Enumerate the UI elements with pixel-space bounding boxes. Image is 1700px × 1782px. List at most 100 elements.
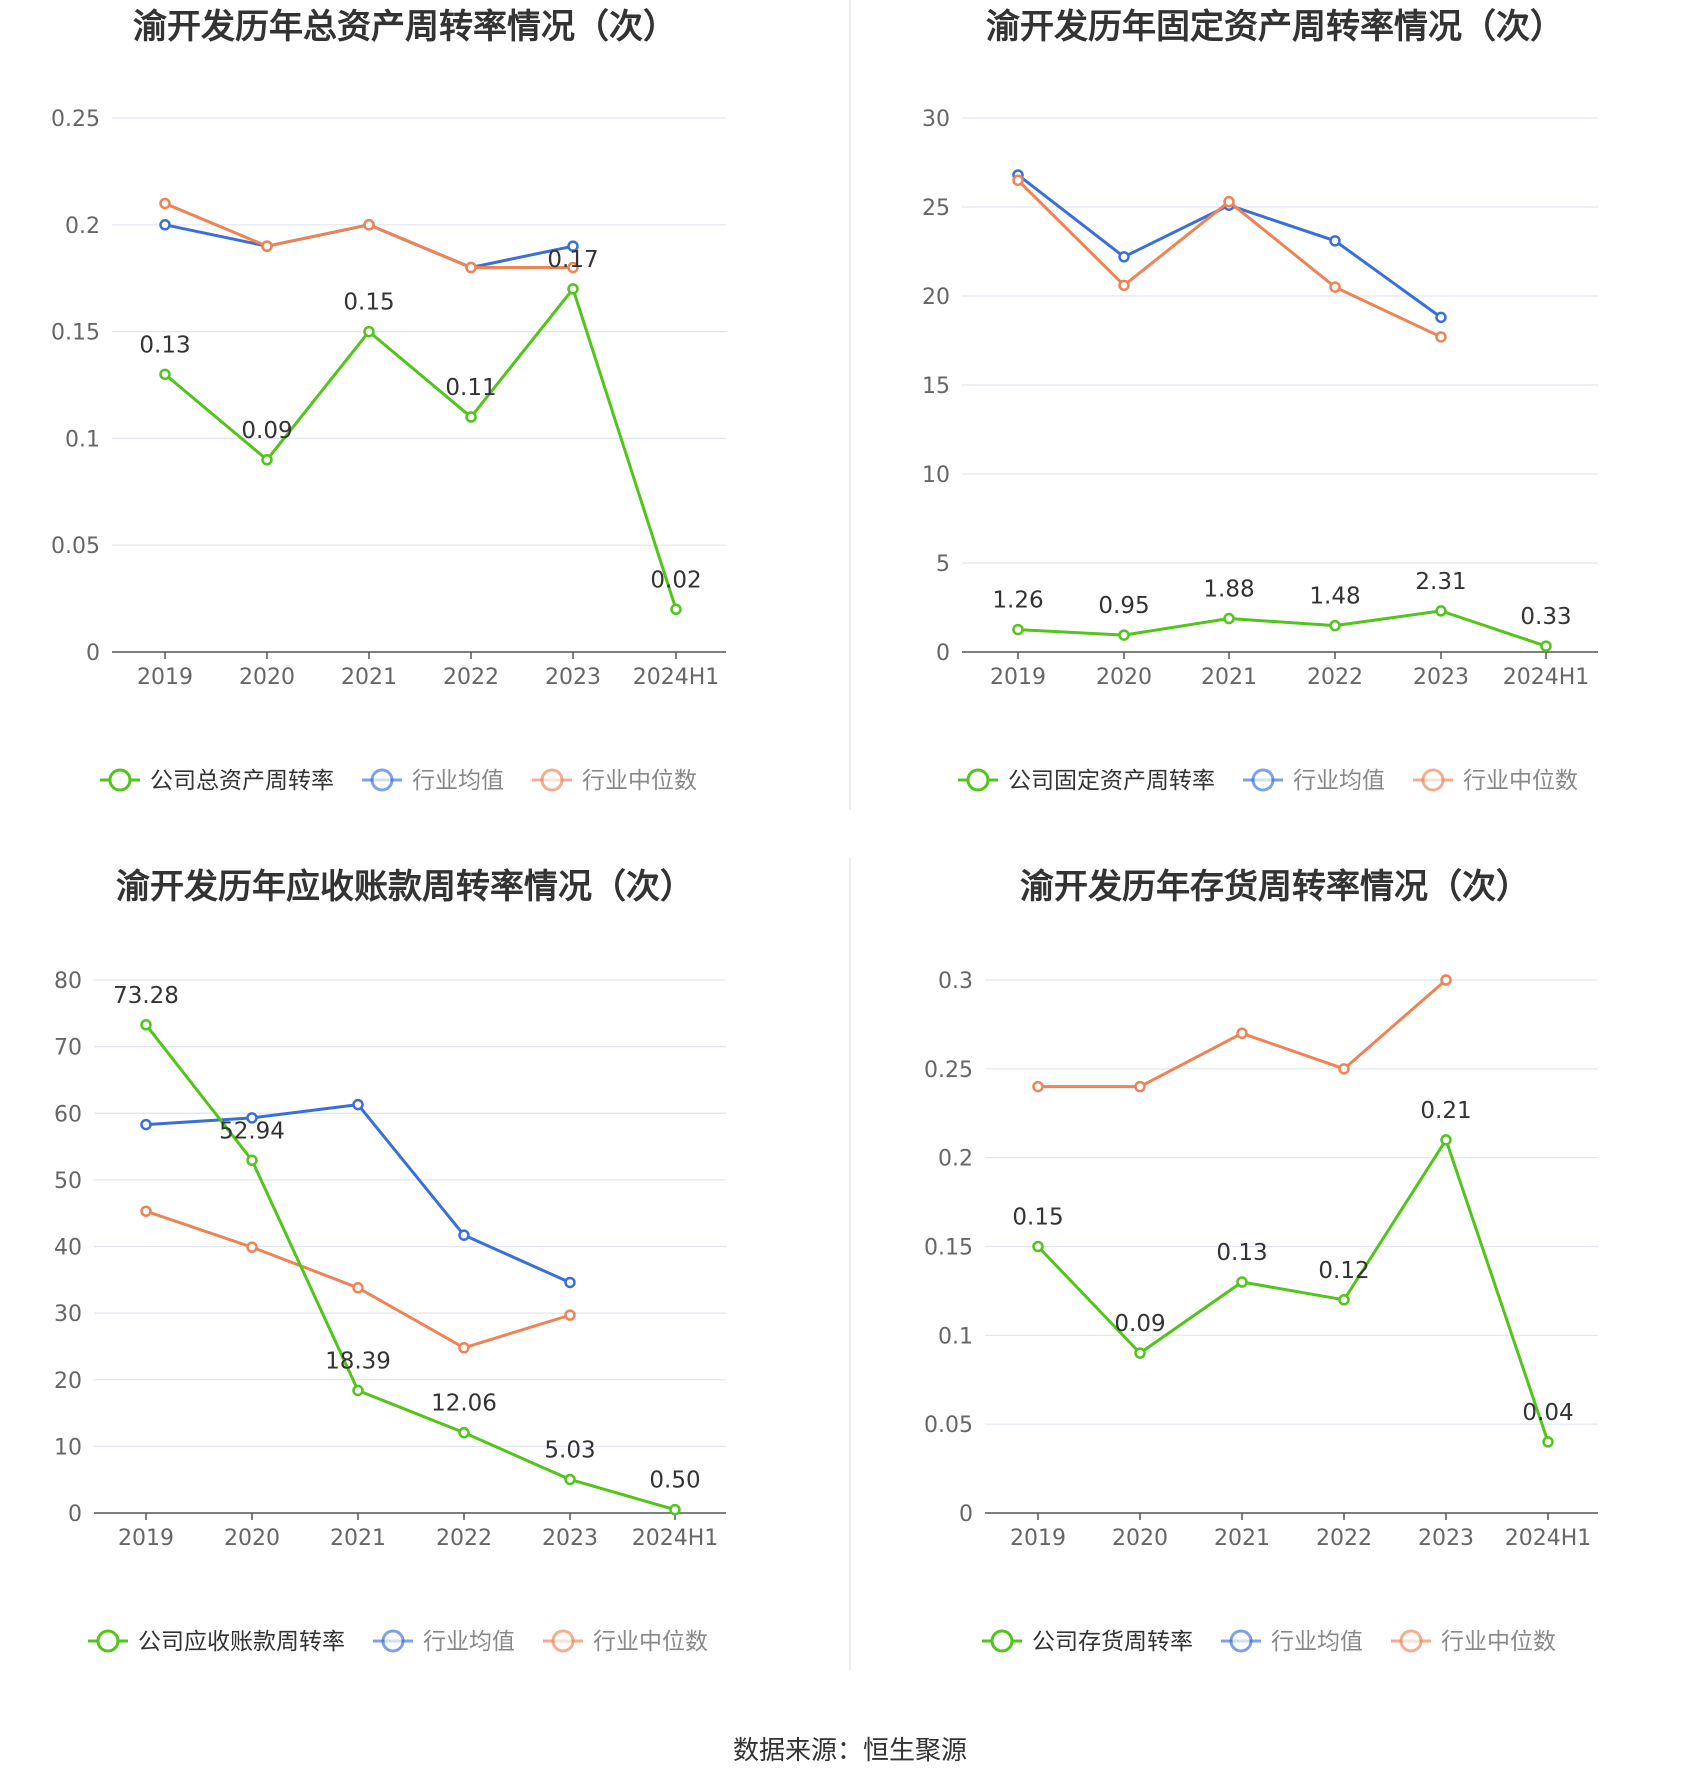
data-point[interactable] (1134, 1347, 1146, 1359)
legend-item-3[interactable]: 行业中位数 (543, 1629, 708, 1655)
series-line-3 (145, 1209, 571, 1350)
y-tick-label: 20 (54, 1369, 82, 1394)
data-point[interactable] (1440, 974, 1452, 986)
data-point[interactable] (1540, 640, 1552, 652)
legend-label: 行业均值 (423, 1629, 515, 1655)
x-tick-label: 2020 (1112, 1526, 1168, 1551)
data-point[interactable] (567, 283, 579, 295)
data-label: 0.13 (1216, 1240, 1267, 1266)
legend-item-1[interactable]: 公司固定资产周转率 (958, 768, 1215, 794)
x-tick-label: 2023 (1413, 665, 1469, 690)
data-point[interactable] (363, 219, 375, 231)
legend-item-3[interactable]: 行业中位数 (532, 768, 697, 794)
y-tick-label: 0 (936, 641, 950, 666)
x-tick-label: 2023 (545, 665, 601, 690)
data-point[interactable] (261, 240, 273, 252)
legend-item-1[interactable]: 公司应收账款周转率 (88, 1629, 345, 1655)
data-point[interactable] (1338, 1063, 1350, 1075)
data-point[interactable] (159, 368, 171, 381)
data-point[interactable] (246, 1154, 258, 1167)
data-point[interactable] (1032, 1080, 1044, 1093)
data-point[interactable] (1118, 629, 1130, 641)
data-point[interactable] (1338, 1294, 1350, 1306)
data-point[interactable] (1134, 1080, 1146, 1093)
legend-marker (1399, 1629, 1423, 1653)
data-point[interactable] (363, 325, 375, 338)
legend-item-3[interactable]: 行业中位数 (1413, 768, 1578, 794)
y-tick-label: 0.15 (51, 321, 100, 346)
data-point[interactable] (352, 1384, 364, 1397)
x-tick-label: 2021 (1201, 665, 1257, 690)
data-point[interactable] (1223, 195, 1235, 208)
chart-1: 渝开发历年总资产周转率情况（次） 0 0.05 0.1 0.15 0.2 0.25 2019 2… (51, 7, 726, 794)
data-point[interactable] (1012, 174, 1024, 187)
data-point[interactable] (1440, 1134, 1452, 1146)
data-point[interactable] (1329, 619, 1341, 632)
data-point[interactable] (670, 603, 682, 616)
data-point[interactable] (567, 261, 579, 274)
y-tick-label: 0 (86, 641, 100, 666)
legend-item-1[interactable]: 公司总资产周转率 (100, 768, 334, 794)
legend-item-3[interactable]: 行业中位数 (1391, 1629, 1556, 1655)
data-point[interactable] (1435, 311, 1447, 324)
legend-label: 公司应收账款周转率 (138, 1629, 345, 1655)
data-point[interactable] (352, 1098, 364, 1111)
data-point[interactable] (246, 1241, 258, 1253)
data-point[interactable] (1012, 623, 1024, 636)
data-point[interactable] (1435, 331, 1447, 343)
legend-label: 行业中位数 (593, 1629, 708, 1655)
y-tick-label: 0.25 (51, 107, 100, 132)
y-tick-label: 0.1 (65, 427, 100, 452)
x-tick-label: 2019 (1010, 1526, 1066, 1551)
data-point[interactable] (564, 1473, 576, 1486)
data-point[interactable] (261, 454, 273, 466)
legend-label: 公司总资产周转率 (150, 768, 334, 794)
data-point[interactable] (1435, 605, 1447, 617)
data-point[interactable] (140, 1205, 152, 1217)
data-point[interactable] (1032, 1240, 1044, 1253)
data-point[interactable] (1329, 281, 1341, 293)
legend-item-2[interactable]: 行业均值 (373, 1629, 515, 1655)
data-point[interactable] (1236, 1027, 1248, 1040)
data-point[interactable] (159, 219, 171, 231)
x-tick-label: 2023 (542, 1526, 598, 1551)
chart-title: 渝开发历年总资产周转率情况（次） (133, 7, 677, 47)
data-point[interactable] (458, 1426, 470, 1439)
legend-item-1[interactable]: 公司存货周转率 (982, 1629, 1193, 1655)
data-label: 5.03 (544, 1437, 595, 1463)
data-point[interactable] (458, 1229, 470, 1241)
series-line-1 (1036, 1138, 1550, 1443)
data-point[interactable] (458, 1342, 470, 1354)
y-tick-label: 30 (922, 107, 950, 132)
y-tick-label: 60 (54, 1102, 82, 1127)
legend-marker (990, 1629, 1014, 1653)
data-point[interactable] (140, 1118, 152, 1131)
data-point[interactable] (352, 1282, 364, 1294)
data-point[interactable] (1542, 1436, 1554, 1448)
legend-marker (966, 768, 990, 792)
x-tick-label: 2022 (1316, 1526, 1372, 1551)
data-point[interactable] (246, 1112, 258, 1124)
legend-item-2[interactable]: 行业均值 (1221, 1629, 1363, 1655)
data-point[interactable] (465, 261, 477, 274)
data-point[interactable] (567, 240, 579, 252)
legend-label: 行业中位数 (1441, 1629, 1556, 1655)
data-point[interactable] (140, 1019, 152, 1031)
data-label: 1.88 (1203, 577, 1254, 603)
data-point[interactable] (564, 1309, 576, 1321)
legend-item-2[interactable]: 行业均值 (362, 768, 504, 794)
legend-marker (370, 768, 394, 792)
data-point[interactable] (159, 197, 171, 210)
data-point[interactable] (1236, 1276, 1248, 1288)
data-point[interactable] (1329, 235, 1341, 247)
data-point[interactable] (1223, 612, 1235, 625)
data-point[interactable] (465, 411, 477, 423)
data-point[interactable] (1118, 251, 1130, 263)
data-point[interactable] (669, 1503, 681, 1516)
y-tick-label: 0.05 (924, 1413, 973, 1438)
y-tick-label: 0.1 (938, 1324, 973, 1349)
legend-item-2[interactable]: 行业均值 (1243, 768, 1385, 794)
data-point[interactable] (1118, 279, 1130, 292)
data-point[interactable] (564, 1276, 576, 1289)
series-line-1 (164, 287, 678, 610)
